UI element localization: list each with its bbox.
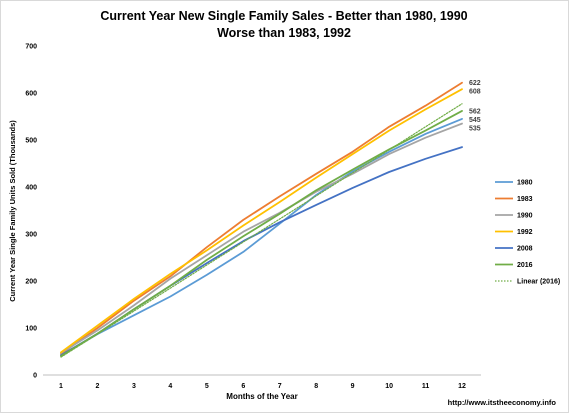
series-line-2008 — [60, 146, 463, 357]
x-tick-label: 4 — [168, 383, 172, 390]
series-line-linear-2016 — [60, 103, 463, 358]
y-axis-label: Current Year Single Family Units Sold (T… — [8, 120, 17, 302]
series-line-1983 — [60, 81, 463, 355]
legend-label: 1983 — [517, 196, 533, 203]
y-tick-label: 700 — [25, 44, 37, 51]
y-tick-label: 0 — [33, 373, 37, 380]
end-value-label: 535 — [469, 125, 481, 132]
x-tick-label: 1 — [59, 383, 63, 390]
y-tick-label: 500 — [25, 138, 37, 145]
y-tick-labels: 0 100 200 300 400 500 600 700 — [25, 44, 37, 380]
legend-label: 1992 — [517, 229, 533, 236]
end-value-label: 562 — [469, 108, 481, 115]
x-tick-label: 8 — [314, 383, 318, 390]
end-value-label: 545 — [469, 117, 481, 124]
end-value-label: 622 — [469, 80, 481, 87]
chart-title: Current Year New Single Family Sales - B… — [100, 9, 467, 23]
x-tick-label: 12 — [458, 383, 466, 390]
series-line-1980 — [60, 118, 463, 357]
x-tick-label: 7 — [278, 383, 282, 390]
x-tick-label: 5 — [205, 383, 209, 390]
x-tick-label: 3 — [132, 383, 136, 390]
legend-label: 2008 — [517, 246, 533, 253]
x-tick-label: 2 — [96, 383, 100, 390]
y-tick-label: 300 — [25, 232, 37, 239]
legend-label: Linear (2016) — [517, 279, 560, 286]
series-line-1990 — [60, 122, 463, 354]
end-value-label: 608 — [469, 89, 481, 96]
source-url: http://www.itstheeconomy.info — [448, 398, 557, 407]
series-line-2016 — [60, 110, 463, 358]
series-line-1992 — [60, 88, 463, 354]
chart-subtitle: Worse than 1983, 1992 — [217, 26, 351, 40]
y-tick-label: 600 — [25, 91, 37, 98]
legend: 1980 1983 1990 1992 2008 2016 Linear (2016) — [495, 180, 560, 286]
legend-label: 2016 — [517, 262, 533, 269]
x-tick-label: 11 — [422, 383, 430, 390]
x-axis-label: Months of the Year — [226, 392, 297, 401]
legend-label: 1990 — [517, 213, 533, 220]
y-tick-label: 200 — [25, 279, 37, 286]
x-tick-labels: 1 2 3 4 5 6 7 8 9 10 11 12 — [59, 383, 466, 390]
y-tick-label: 400 — [25, 185, 37, 192]
x-tick-label: 9 — [351, 383, 355, 390]
y-tick-label: 100 — [25, 326, 37, 333]
x-tick-label: 6 — [241, 383, 245, 390]
legend-label: 1980 — [517, 180, 533, 187]
plot-area — [60, 81, 463, 358]
x-tick-label: 10 — [385, 383, 393, 390]
